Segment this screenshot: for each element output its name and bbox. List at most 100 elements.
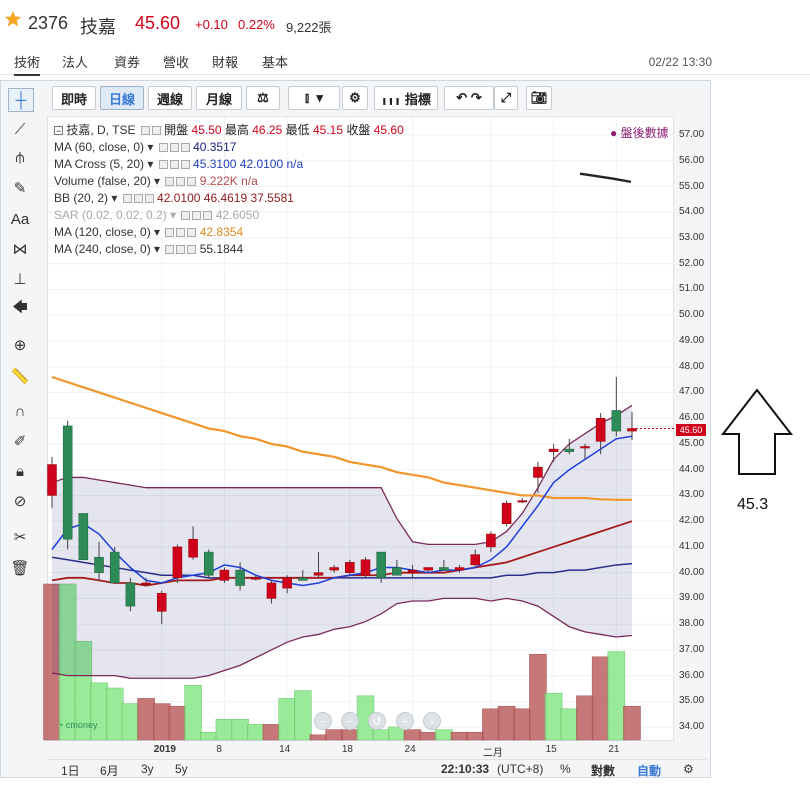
daily-button[interactable]: 日線 bbox=[100, 86, 144, 110]
collapse-icon[interactable]: − bbox=[54, 126, 63, 136]
candle-body bbox=[141, 582, 151, 585]
high-value: 46.25 bbox=[252, 123, 283, 137]
indicator-control-icon[interactable] bbox=[169, 143, 179, 152]
star-icon[interactable] bbox=[4, 10, 22, 28]
compare-icon[interactable]: ⚖ bbox=[246, 86, 280, 110]
indicator-control-icon[interactable] bbox=[187, 245, 197, 254]
reset-icon[interactable]: ↺ bbox=[368, 712, 386, 730]
indicator-control-icon[interactable] bbox=[187, 177, 197, 186]
tab-revenue[interactable]: 營收 bbox=[163, 55, 190, 70]
camera-icon[interactable]: 📷︎ bbox=[526, 86, 552, 110]
indicator-control-icon[interactable] bbox=[176, 177, 186, 186]
trash-icon[interactable]: 🗑︎ bbox=[10, 560, 30, 577]
indicator-values: 55.1844 bbox=[196, 242, 244, 256]
indicator-legend-row[interactable]: MA Cross (5, 20) ▾ 45.3100 42.0100 n/a bbox=[54, 156, 404, 173]
pencil-lock-icon[interactable]: ✐ bbox=[13, 433, 27, 450]
text-icon[interactable]: Aa bbox=[10, 210, 30, 228]
indicator-control-icon[interactable] bbox=[181, 211, 191, 220]
log-toggle[interactable]: 對數 bbox=[591, 764, 616, 778]
range-1d[interactable]: 1日 bbox=[61, 764, 80, 778]
indicator-control-icon[interactable] bbox=[165, 245, 175, 254]
indicator-control-icon[interactable] bbox=[144, 194, 154, 203]
indicator-control-icon[interactable] bbox=[176, 228, 186, 237]
high-label: 最高 bbox=[224, 123, 249, 137]
tab-financials[interactable]: 財報 bbox=[212, 55, 239, 70]
x-tick-label: 2019 bbox=[153, 744, 176, 755]
tab-basic[interactable]: 基本 bbox=[262, 55, 289, 70]
percent-toggle[interactable]: % bbox=[560, 762, 571, 776]
lock-icon[interactable]: 🔒︎ bbox=[16, 462, 24, 480]
indicator-legend-row[interactable]: MA (120, close, 0) ▾ 42.8354 bbox=[54, 224, 404, 241]
candle-body bbox=[125, 582, 136, 607]
trendline-icon[interactable]: ⟋ bbox=[14, 120, 26, 138]
measure-icon[interactable]: ⊥ bbox=[13, 271, 27, 288]
indicator-control-icon[interactable] bbox=[165, 177, 175, 186]
volume-bar bbox=[466, 731, 484, 741]
indicator-legend-row[interactable]: MA (240, close, 0) ▾ 55.1844 bbox=[54, 241, 404, 258]
tools-icon[interactable]: ✂ bbox=[13, 529, 27, 546]
indicator-control-icon[interactable] bbox=[176, 245, 186, 254]
indicator-legend-row[interactable]: MA (60, close, 0) ▾ 40.3517 bbox=[54, 139, 404, 156]
time-axis[interactable]: 2019 8 14 18 24 二月 15 21 bbox=[47, 742, 674, 759]
indicator-legend-row[interactable]: SAR (0.02, 0.02, 0.2) ▾ 42.6050 bbox=[54, 207, 404, 224]
timezone[interactable]: (UTC+8) bbox=[497, 762, 544, 776]
zoom-in-icon[interactable]: ⊕ bbox=[13, 337, 27, 354]
volume-bar bbox=[184, 685, 202, 741]
indicator-control-icon[interactable] bbox=[192, 211, 202, 220]
indicator-control-icon[interactable] bbox=[180, 143, 190, 152]
brush-icon[interactable]: ✎ bbox=[13, 180, 27, 197]
intraday-button[interactable]: 即時 bbox=[52, 86, 96, 110]
monthly-button[interactable]: 月線 bbox=[196, 86, 242, 110]
candle-body bbox=[423, 567, 433, 571]
eye-hide-icon[interactable]: ⊘ bbox=[13, 493, 27, 510]
crosshair-icon[interactable]: ┼ bbox=[8, 88, 34, 112]
after-hours-legend[interactable]: ● 盤後數據 bbox=[610, 126, 669, 140]
tab-institutional[interactable]: 法人 bbox=[62, 55, 89, 70]
indicator-control-icon[interactable] bbox=[158, 143, 168, 152]
indicator-control-icon[interactable] bbox=[133, 194, 143, 203]
indicator-legend-row[interactable]: Volume (false, 20) ▾ 9.222K n/a bbox=[54, 173, 404, 190]
volume-bar bbox=[450, 731, 469, 741]
indicator-control-icon[interactable] bbox=[187, 228, 197, 237]
candle-body bbox=[219, 569, 230, 581]
auto-toggle[interactable]: 自動 bbox=[637, 764, 662, 778]
scroll-right-icon[interactable]: › bbox=[423, 712, 441, 730]
indicator-control-icon[interactable] bbox=[169, 160, 179, 169]
ruler-icon[interactable]: 📏 bbox=[10, 368, 30, 385]
candle-body bbox=[580, 446, 590, 449]
pattern-icon[interactable]: ⋈ bbox=[12, 241, 28, 258]
arrow-left-icon[interactable]: 🡄 bbox=[12, 298, 28, 316]
volume-bar bbox=[231, 718, 249, 741]
magnet-icon[interactable]: ∩ bbox=[14, 402, 26, 420]
indicators-button[interactable]: ╻╻╻ 指標 bbox=[374, 86, 438, 110]
tab-technical[interactable]: 技術 bbox=[14, 52, 41, 76]
visibility-icon[interactable] bbox=[140, 126, 150, 135]
settings-bottom-icon[interactable]: ⚙ bbox=[683, 762, 694, 776]
indicator-name: SAR (0.02, 0.02, 0.2) ▾ bbox=[54, 208, 180, 222]
plot-area[interactable] bbox=[47, 116, 674, 741]
indicator-control-icon[interactable] bbox=[180, 160, 190, 169]
tab-margin[interactable]: 資券 bbox=[114, 55, 141, 70]
indicator-control-icon[interactable] bbox=[122, 194, 132, 203]
fullscreen-icon[interactable]: ⤢ bbox=[494, 86, 518, 110]
chart-type-dropdown[interactable]: ⫾ ▾ bbox=[288, 86, 340, 110]
zoom-out-icon[interactable]: − bbox=[314, 712, 332, 730]
indicator-control-icon[interactable] bbox=[165, 228, 175, 237]
indicator-control-icon[interactable] bbox=[203, 211, 213, 220]
settings-small-icon[interactable] bbox=[151, 126, 161, 135]
volume-bar bbox=[137, 698, 155, 741]
fork-icon[interactable]: ⫛ bbox=[15, 148, 25, 166]
indicator-control-icon[interactable] bbox=[158, 160, 168, 169]
range-6m[interactable]: 6月 bbox=[100, 764, 119, 778]
weekly-button[interactable]: 週線 bbox=[148, 86, 192, 110]
zoom-in-nav-icon[interactable]: + bbox=[396, 712, 414, 730]
volume-bar bbox=[121, 703, 140, 741]
indicator-legend-row[interactable]: BB (20, 2) ▾ 42.0100 46.4619 37.5581 bbox=[54, 190, 404, 207]
settings-icon[interactable]: ⚙ bbox=[342, 86, 368, 110]
range-5y[interactable]: 5y bbox=[175, 762, 188, 776]
range-3y[interactable]: 3y bbox=[141, 762, 154, 776]
undo-icon[interactable]: ↶ bbox=[456, 90, 468, 105]
zoom-out-alt-icon[interactable]: − bbox=[341, 712, 359, 730]
price-axis[interactable]: 57.00 56.00 55.00 54.00 53.00 52.00 51.00 50.00… bbox=[676, 116, 710, 741]
redo-icon[interactable]: ↷ bbox=[470, 90, 482, 105]
